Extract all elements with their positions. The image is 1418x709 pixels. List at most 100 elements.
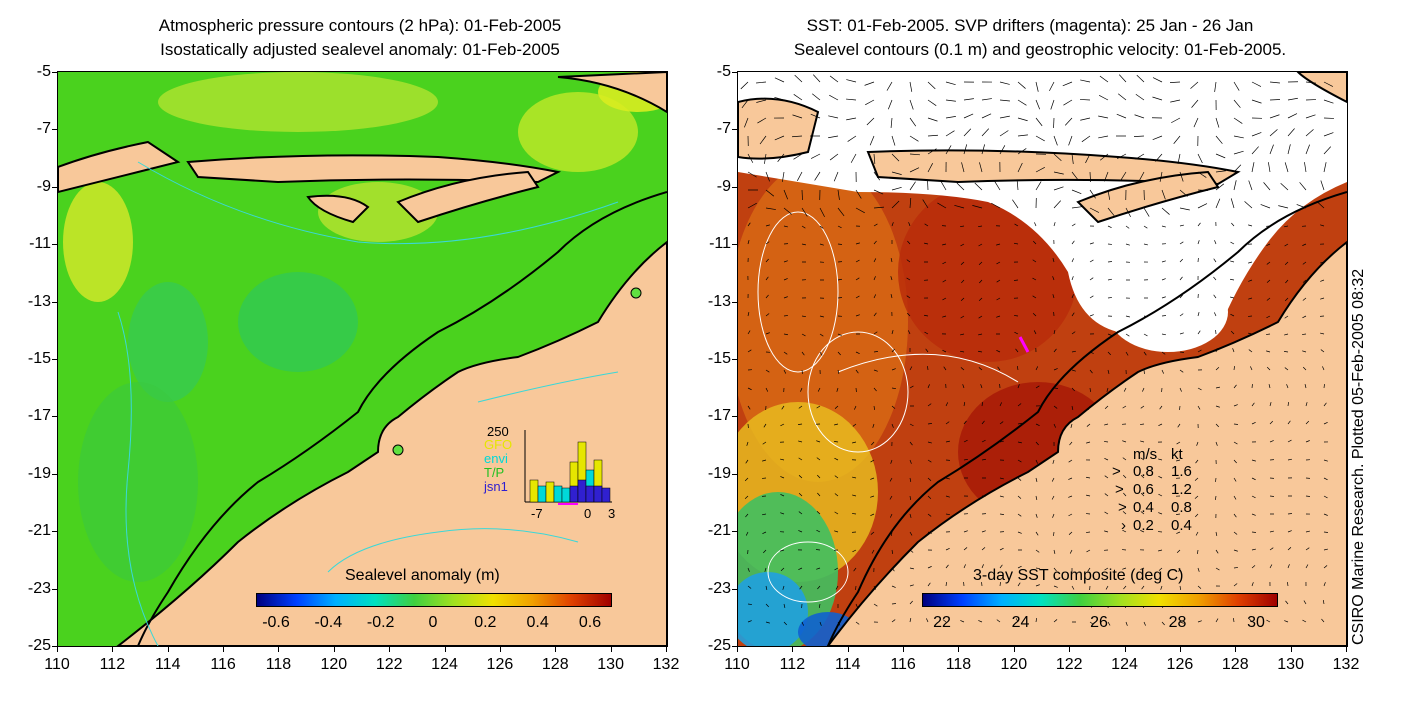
velocity-vector bbox=[746, 441, 749, 446]
velocity-vector bbox=[1322, 600, 1325, 605]
velocity-vector bbox=[963, 420, 967, 425]
left-y-tick bbox=[52, 244, 58, 246]
velocity-vector bbox=[891, 200, 900, 209]
velocity-vector bbox=[765, 332, 770, 335]
left-y-tick-label: -5 bbox=[36, 63, 51, 80]
velocity-vector bbox=[852, 549, 857, 553]
velocity-vector bbox=[1179, 207, 1190, 211]
velocity-vector bbox=[1197, 387, 1202, 391]
right-x-tick-label: 112 bbox=[779, 656, 806, 673]
velocity-vector bbox=[1140, 492, 1145, 497]
left-x-tick bbox=[278, 646, 280, 652]
left-y-tick-label: -23 bbox=[27, 579, 51, 597]
right-y-tick-label: -13 bbox=[707, 292, 731, 310]
velocity-legend-header-ms: m/s bbox=[1133, 446, 1158, 463]
velocity-vector bbox=[1305, 564, 1309, 569]
velocity-vector bbox=[1195, 531, 1199, 536]
velocity-vector bbox=[1230, 198, 1235, 209]
velocity-vector bbox=[747, 330, 751, 335]
velocity-vector bbox=[1141, 585, 1145, 590]
velocity-vector bbox=[1049, 81, 1055, 92]
velocity-vector bbox=[1158, 475, 1163, 479]
velocity-vector bbox=[981, 420, 985, 425]
velocity-vector bbox=[783, 207, 792, 215]
velocity-vector bbox=[1250, 366, 1253, 371]
velocity-vector bbox=[1017, 422, 1022, 425]
velocity-vector bbox=[1171, 117, 1181, 124]
velocity-vector bbox=[747, 171, 757, 178]
velocity-vector bbox=[1287, 420, 1291, 425]
velocity-vector bbox=[1214, 81, 1217, 92]
velocity-vector bbox=[1215, 170, 1226, 173]
left-title-line2: Isostatically adjusted sealevel anomaly:… bbox=[160, 40, 560, 59]
velocity-vector bbox=[1062, 81, 1073, 87]
right-y-tick bbox=[732, 301, 738, 303]
velocity-vector bbox=[783, 296, 788, 299]
velocity-arrow-icon: › bbox=[1121, 517, 1126, 534]
velocity-vector bbox=[1104, 567, 1109, 571]
velocity-vector bbox=[837, 207, 845, 217]
velocity-vector bbox=[1071, 153, 1074, 164]
velocity-vector bbox=[1305, 547, 1310, 551]
velocity-vector bbox=[909, 531, 913, 536]
velocity-vector bbox=[922, 199, 929, 209]
velocity-vector bbox=[1104, 493, 1109, 497]
velocity-vector bbox=[1118, 74, 1127, 83]
velocity-vector bbox=[764, 153, 767, 164]
velocity-vector bbox=[1195, 459, 1199, 464]
velocity-vector bbox=[816, 567, 821, 570]
velocity-vector bbox=[747, 387, 752, 391]
velocity-vector bbox=[783, 621, 787, 626]
sst-colorbar bbox=[922, 593, 1278, 607]
velocity-vector bbox=[870, 531, 875, 535]
velocity-vector bbox=[1251, 99, 1262, 104]
right-y-tick-label: -9 bbox=[716, 177, 731, 195]
velocity-vector bbox=[1320, 279, 1325, 282]
velocity-vector bbox=[1266, 261, 1271, 265]
velocity-vector bbox=[927, 582, 931, 587]
velocity-vector bbox=[1107, 225, 1112, 229]
velocity-vector bbox=[924, 223, 929, 227]
velocity-vector bbox=[1233, 495, 1237, 500]
velocity-vector bbox=[1278, 205, 1289, 209]
velocity-vector bbox=[1323, 582, 1326, 587]
velocity-vector bbox=[1089, 314, 1094, 317]
velocity-vector bbox=[866, 117, 875, 126]
velocity-vector bbox=[1015, 348, 1019, 353]
left-x-tick-label: 128 bbox=[541, 656, 569, 673]
velocity-vector bbox=[801, 351, 805, 356]
velocity-vector bbox=[1215, 117, 1220, 128]
velocity-vector bbox=[1050, 99, 1055, 110]
velocity-vector bbox=[1098, 95, 1109, 101]
velocity-vector bbox=[1215, 549, 1219, 554]
velocity-vector bbox=[1140, 457, 1145, 461]
velocity-vector bbox=[1068, 459, 1073, 463]
velocity-vector bbox=[906, 295, 911, 299]
velocity-vector bbox=[927, 531, 932, 534]
velocity-vector bbox=[1122, 440, 1127, 443]
inset-x-label: 0 bbox=[584, 506, 592, 521]
velocity-vector bbox=[1304, 384, 1307, 389]
velocity-vector bbox=[1152, 96, 1163, 101]
velocity-vector bbox=[1071, 331, 1076, 335]
velocity-vector bbox=[960, 367, 965, 371]
velocity-vector bbox=[1053, 585, 1058, 588]
velocity-vector bbox=[762, 513, 767, 516]
velocity-vector bbox=[942, 279, 947, 283]
velocity-vector bbox=[1158, 458, 1163, 461]
velocity-vector bbox=[852, 423, 857, 427]
velocity-vector bbox=[1213, 258, 1217, 263]
velocity-vector bbox=[1251, 582, 1254, 587]
velocity-vector bbox=[978, 225, 983, 228]
left-x-tick bbox=[499, 646, 501, 652]
velocity-vector bbox=[1251, 132, 1262, 137]
velocity-vector bbox=[978, 350, 983, 353]
velocity-vector bbox=[762, 459, 767, 462]
velocity-vector bbox=[1213, 294, 1217, 299]
velocity-vector bbox=[1320, 224, 1325, 227]
velocity-vector bbox=[996, 297, 1001, 301]
velocity-vector bbox=[945, 402, 949, 407]
velocity-vector bbox=[834, 511, 839, 515]
velocity-vector bbox=[810, 113, 821, 119]
velocity-vector bbox=[762, 531, 767, 535]
